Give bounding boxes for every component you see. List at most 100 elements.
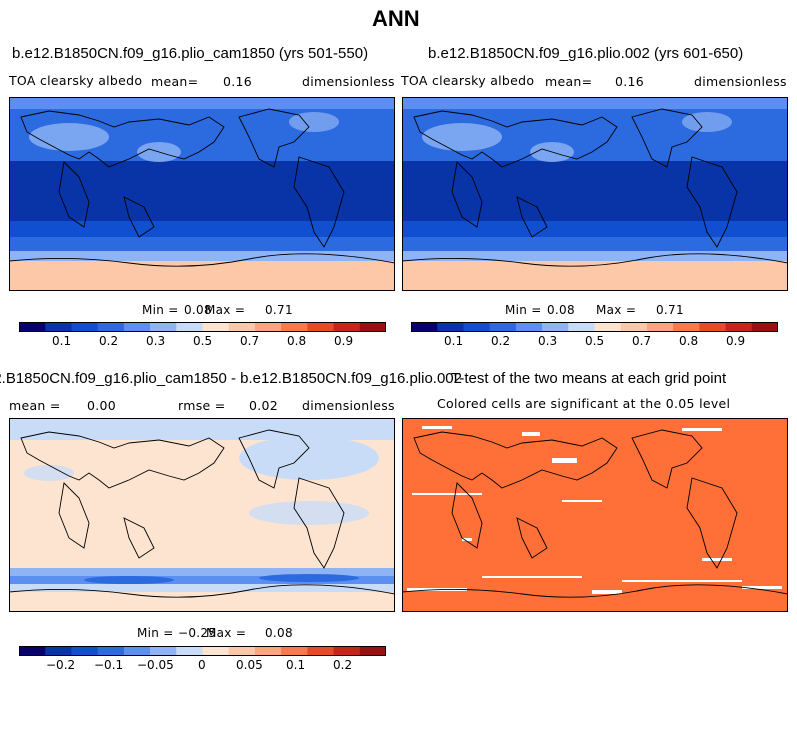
panel1-fill — [9, 97, 395, 291]
panel3-fill — [9, 418, 395, 612]
colorbar-swatch — [176, 322, 203, 332]
colorbar-swatch — [359, 646, 386, 656]
panel3-tick: 0 — [198, 658, 206, 672]
colorbar-swatch — [411, 322, 438, 332]
panel3-rmse-label: rmse = — [178, 398, 226, 413]
panel3-mean-value: 0.00 — [87, 398, 117, 413]
panel1-min-value: 0.08 — [184, 303, 212, 317]
panel2-max-label: Max = — [596, 303, 637, 317]
colorbar-swatch — [228, 646, 256, 656]
panel1-colorbar — [19, 322, 386, 332]
panel4-title: T-test of the two means at each grid poi… — [451, 370, 727, 387]
panel4-fill — [402, 418, 788, 612]
panel1-mean-value: 0.16 — [223, 74, 253, 89]
panel3-max-value: 0.08 — [265, 626, 293, 640]
colorbar-swatch — [254, 646, 282, 656]
panel4-coastlines — [402, 429, 788, 598]
panel3-tick: −0.1 — [94, 658, 124, 672]
page-title: ANN — [372, 6, 420, 31]
panel1-units: dimensionless — [302, 74, 395, 89]
panel3-tick: 0.1 — [286, 658, 306, 672]
colorbar-swatch — [568, 322, 595, 332]
colorbar-swatch — [176, 646, 203, 656]
panel2-coastlines — [402, 108, 788, 267]
panel2-colorbar — [411, 322, 778, 332]
panel2-tick: 0.8 — [679, 334, 699, 348]
panel2-mean-value: 0.16 — [615, 74, 645, 89]
colorbar-swatch — [489, 322, 517, 332]
colorbar-swatch — [202, 646, 230, 656]
colorbar-swatch — [646, 322, 674, 332]
colorbar-swatch — [594, 322, 622, 332]
panel2-min-value: 0.08 — [547, 303, 575, 317]
panel1-max-label: Max = — [205, 303, 246, 317]
colorbar-swatch — [202, 322, 230, 332]
panel1-tick: 0.9 — [334, 334, 354, 348]
panel3-colorbar — [19, 646, 386, 656]
panel3-min-value: −0.25 — [178, 626, 217, 640]
panel1-tick: 0.2 — [99, 334, 119, 348]
colorbar-swatch — [45, 322, 72, 332]
colorbar-swatch — [333, 646, 361, 656]
panel3-units: dimensionless — [302, 398, 395, 413]
panel2-units: dimensionless — [694, 74, 787, 89]
colorbar-swatch — [123, 646, 151, 656]
panel3-rmse-value: 0.02 — [249, 398, 279, 413]
panel1-tick: 0.1 — [52, 334, 72, 348]
panel2-mean-label: mean= — [545, 74, 593, 89]
panel2-title: b.e12.B1850CN.f09_g16.plio.002 (yrs 601-… — [428, 45, 744, 62]
colorbar-swatch — [751, 322, 778, 332]
colorbar-swatch — [463, 322, 491, 332]
panel1-min-label: Min = — [142, 303, 179, 317]
colorbar-swatch — [515, 322, 543, 332]
colorbar-swatch — [123, 322, 151, 332]
panel1-tick: 0.3 — [146, 334, 166, 348]
panel2-tick: 0.3 — [538, 334, 558, 348]
colorbar-swatch — [97, 646, 125, 656]
colorbar-swatch — [699, 322, 726, 332]
panel2-tick: 0.1 — [444, 334, 464, 348]
colorbar-swatch — [725, 322, 753, 332]
colorbar-swatch — [359, 322, 386, 332]
colorbar-border — [411, 322, 778, 332]
panel2-map — [402, 97, 788, 291]
panel4-map — [402, 418, 788, 612]
colorbar-swatch — [45, 646, 72, 656]
colorbar-swatch — [542, 322, 569, 332]
colorbar-swatch — [281, 646, 308, 656]
panel2-min-label: Min = — [505, 303, 542, 317]
colorbar-border — [19, 322, 386, 332]
colorbar-swatch — [150, 646, 177, 656]
panel2-tick: 0.5 — [585, 334, 605, 348]
colorbar-swatch — [307, 646, 334, 656]
panel1-variable: TOA clearsky albedo — [9, 73, 143, 88]
panel1-coastlines — [9, 108, 395, 267]
panel3-title-clip: b.e12.B1850CN.f09_g16.plio_cam1850 - b.e… — [0, 370, 462, 390]
colorbar-swatch — [150, 322, 177, 332]
panel3-tick: −0.2 — [46, 658, 76, 672]
colorbar-swatch — [71, 646, 99, 656]
colorbar-swatch — [333, 322, 361, 332]
colorbar-swatch — [437, 322, 464, 332]
panel3-min-label: Min = — [137, 626, 174, 640]
panel2-tick: 0.7 — [632, 334, 652, 348]
panel2-fill — [402, 97, 788, 291]
panel2-max-value: 0.71 — [656, 303, 684, 317]
colorbar-swatch — [228, 322, 256, 332]
colorbar-swatch — [254, 322, 282, 332]
colorbar-swatch — [97, 322, 125, 332]
colorbar-swatch — [19, 646, 46, 656]
panel4-subtitle: Colored cells are significant at the 0.0… — [437, 396, 731, 411]
panel3-coastlines — [9, 429, 395, 598]
panel2-variable: TOA clearsky albedo — [401, 73, 535, 88]
panel3-tick: −0.05 — [137, 658, 174, 672]
panel1-tick: 0.8 — [287, 334, 307, 348]
colorbar-swatch — [307, 322, 334, 332]
panel1-title: b.e12.B1850CN.f09_g16.plio_cam1850 (yrs … — [12, 45, 369, 62]
panel1-mean-label: mean= — [151, 74, 199, 89]
panel1-tick: 0.5 — [193, 334, 213, 348]
panel3-mean-label: mean = — [9, 398, 61, 413]
colorbar-border — [19, 646, 386, 656]
colorbar-swatch — [19, 322, 46, 332]
panel1-tick: 0.7 — [240, 334, 260, 348]
